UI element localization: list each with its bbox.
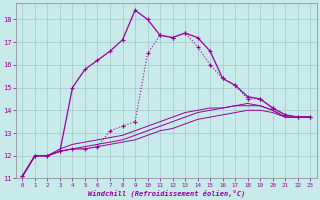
X-axis label: Windchill (Refroidissement éolien,°C): Windchill (Refroidissement éolien,°C) <box>88 189 245 197</box>
